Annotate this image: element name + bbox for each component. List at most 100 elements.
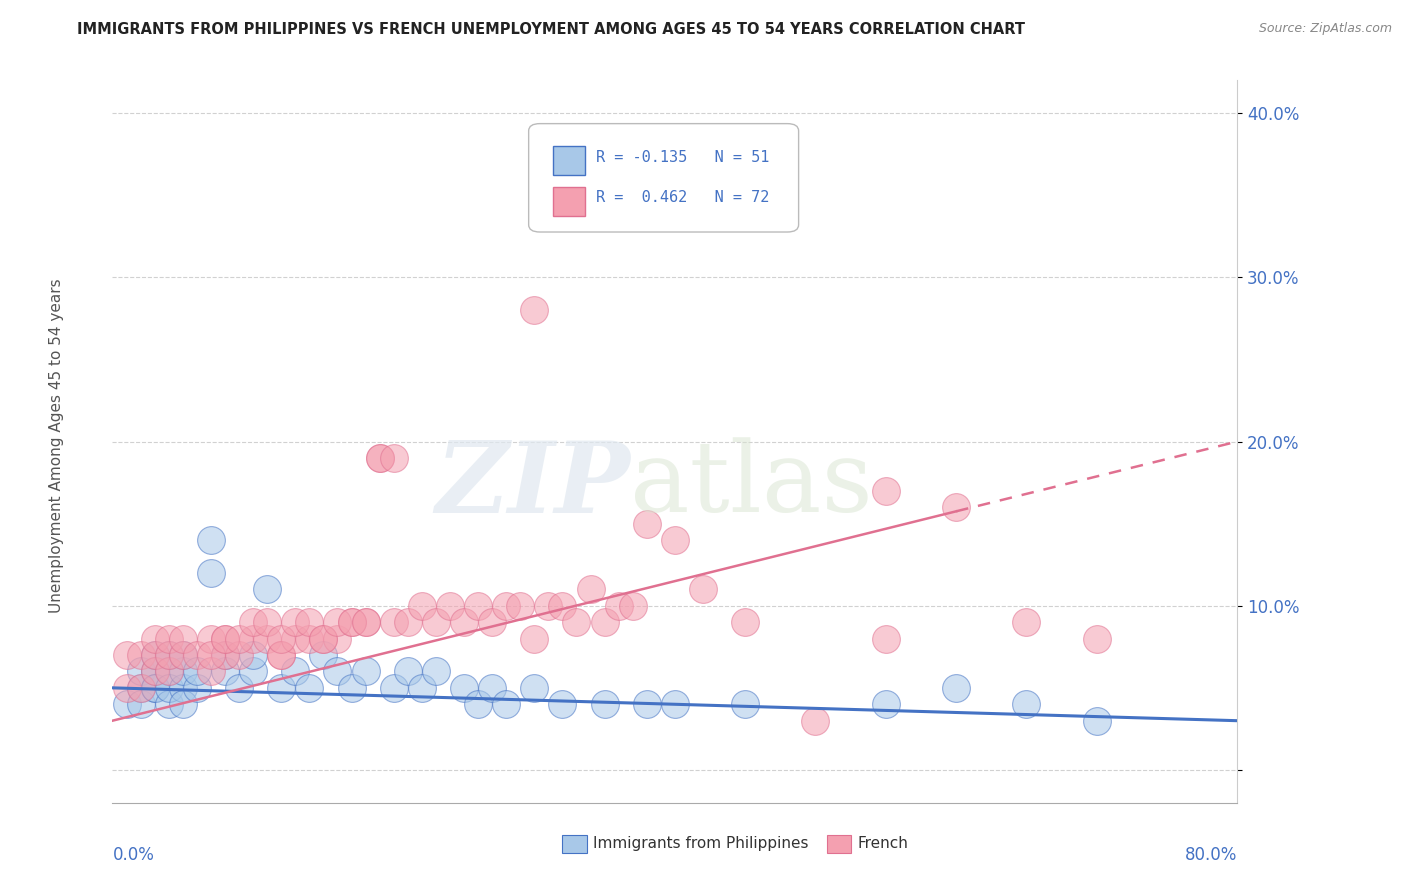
Point <box>411 681 433 695</box>
Point <box>312 632 335 646</box>
Point <box>664 533 686 547</box>
Point <box>172 698 194 712</box>
Point <box>312 648 335 662</box>
Point <box>523 303 546 318</box>
Point <box>396 615 419 630</box>
Point <box>200 632 222 646</box>
Point <box>284 615 307 630</box>
Point <box>242 615 264 630</box>
Point <box>157 681 180 695</box>
Bar <box>562 835 588 854</box>
Text: ZIP: ZIP <box>434 437 630 533</box>
Point <box>1085 714 1108 728</box>
Point <box>228 681 250 695</box>
Point <box>354 615 377 630</box>
Point <box>354 665 377 679</box>
Point <box>214 632 236 646</box>
Point <box>411 599 433 613</box>
Text: R =  0.462   N = 72: R = 0.462 N = 72 <box>596 190 769 205</box>
Text: French: French <box>858 837 908 852</box>
Point <box>621 599 644 613</box>
Point <box>200 566 222 580</box>
Point <box>129 681 152 695</box>
Point <box>129 681 152 695</box>
Point <box>242 632 264 646</box>
Point <box>467 698 489 712</box>
Point <box>509 599 531 613</box>
Point <box>326 632 349 646</box>
Point <box>945 681 967 695</box>
Point <box>875 483 897 498</box>
Point <box>453 615 475 630</box>
Point <box>565 615 588 630</box>
Point <box>172 632 194 646</box>
Point <box>256 582 278 597</box>
Point <box>172 681 194 695</box>
Point <box>242 665 264 679</box>
Point <box>129 665 152 679</box>
Point <box>425 665 447 679</box>
Point <box>284 665 307 679</box>
Point <box>537 599 560 613</box>
Point <box>551 698 574 712</box>
Point <box>593 698 616 712</box>
Point <box>326 615 349 630</box>
Point <box>270 632 292 646</box>
Bar <box>554 186 585 216</box>
Point <box>143 648 166 662</box>
Point <box>157 665 180 679</box>
Point <box>270 681 292 695</box>
Point <box>270 648 292 662</box>
Point <box>382 681 405 695</box>
Point <box>157 665 180 679</box>
Point <box>495 599 517 613</box>
Point <box>143 632 166 646</box>
Point <box>340 615 363 630</box>
Point <box>129 648 152 662</box>
Point <box>115 698 138 712</box>
Point <box>143 681 166 695</box>
Point <box>214 648 236 662</box>
Point <box>270 648 292 662</box>
Point <box>186 681 208 695</box>
Point <box>636 698 658 712</box>
Point <box>172 648 194 662</box>
Point <box>143 665 166 679</box>
Point <box>551 599 574 613</box>
Point <box>298 681 321 695</box>
Point <box>186 665 208 679</box>
Text: Immigrants from Philippines: Immigrants from Philippines <box>593 837 808 852</box>
Point <box>875 632 897 646</box>
Text: R = -0.135   N = 51: R = -0.135 N = 51 <box>596 150 769 165</box>
Point <box>298 615 321 630</box>
Text: 0.0%: 0.0% <box>112 847 155 864</box>
Point <box>368 450 391 465</box>
Point <box>256 632 278 646</box>
FancyBboxPatch shape <box>529 124 799 232</box>
Point <box>523 681 546 695</box>
Point <box>143 665 166 679</box>
Point <box>382 450 405 465</box>
Point <box>228 648 250 662</box>
Point <box>523 632 546 646</box>
Point <box>453 681 475 695</box>
Point <box>115 648 138 662</box>
Point <box>804 714 827 728</box>
Point <box>284 632 307 646</box>
Point <box>228 632 250 646</box>
Point <box>312 632 335 646</box>
Point <box>256 615 278 630</box>
Point <box>214 632 236 646</box>
Point <box>115 681 138 695</box>
Text: IMMIGRANTS FROM PHILIPPINES VS FRENCH UNEMPLOYMENT AMONG AGES 45 TO 54 YEARS COR: IMMIGRANTS FROM PHILIPPINES VS FRENCH UN… <box>77 22 1025 37</box>
Point <box>143 681 166 695</box>
Point <box>200 533 222 547</box>
Point <box>1015 698 1038 712</box>
Text: Source: ZipAtlas.com: Source: ZipAtlas.com <box>1258 22 1392 36</box>
Point <box>1085 632 1108 646</box>
Point <box>157 648 180 662</box>
Point <box>157 632 180 646</box>
Point <box>425 615 447 630</box>
Point <box>734 698 756 712</box>
Text: Unemployment Among Ages 45 to 54 years: Unemployment Among Ages 45 to 54 years <box>49 278 63 614</box>
